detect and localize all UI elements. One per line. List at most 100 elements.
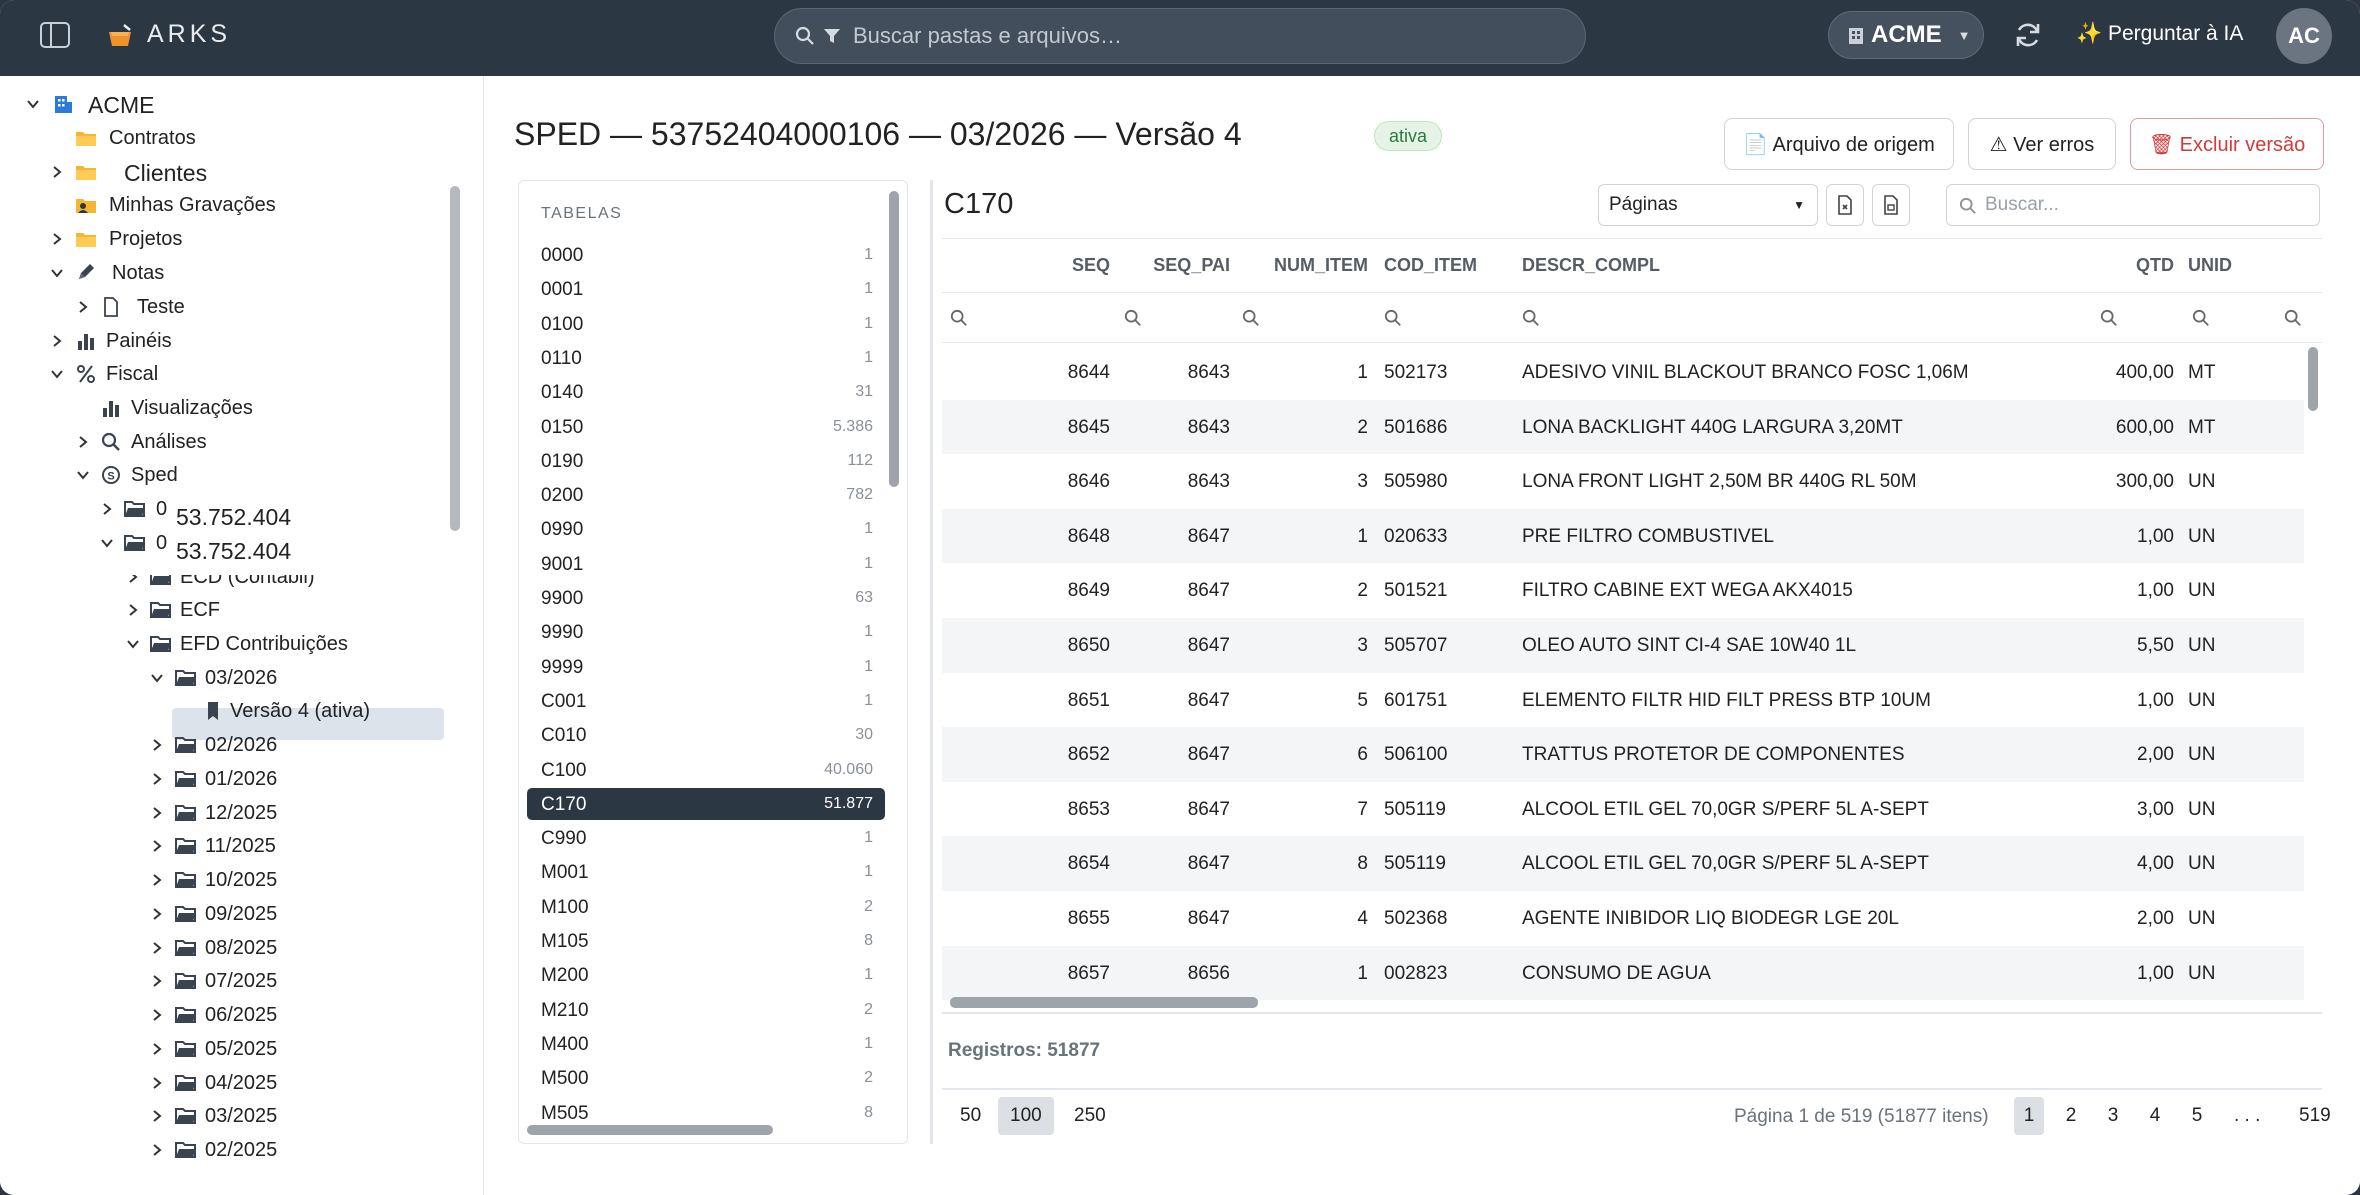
global-search-input[interactable] — [853, 19, 1553, 53]
table-list-item[interactable]: C990 1 — [527, 822, 885, 854]
table-row[interactable]: 8655 8647 4 502368 AGENTE INIBIDOR LIQ BIODE… — [942, 891, 2304, 946]
tree-item[interactable]: 07/2025 — [0, 966, 440, 996]
column-header[interactable]: UNID — [2188, 255, 2232, 275]
tree-item[interactable]: 06/2025 — [0, 1000, 440, 1030]
tree-item[interactable]: 05/2025 — [0, 1034, 440, 1064]
column-header[interactable]: NUM_ITEM — [1274, 255, 1368, 275]
tree-item[interactable]: 11/2025 — [0, 831, 440, 861]
chevron-right-icon[interactable] — [150, 1042, 164, 1056]
table-list-item[interactable]: 9900 63 — [527, 582, 885, 614]
chevron-right-icon[interactable] — [150, 1143, 164, 1157]
column-filter-icon[interactable] — [1522, 309, 1540, 327]
chevron-right-icon[interactable] — [150, 772, 164, 786]
chevron-down-icon[interactable] — [50, 266, 64, 280]
tree-item[interactable]: 04/2025 — [0, 1068, 440, 1098]
tables-horizontal-scrollbar[interactable] — [527, 1125, 773, 1135]
tree-item[interactable]: Versão 4 (ativa) — [0, 696, 440, 726]
tree-item[interactable]: 03/2026 — [0, 663, 440, 693]
column-filter-icon[interactable] — [1242, 309, 1260, 327]
tree-item[interactable]: 10/2025 — [0, 865, 440, 895]
tree-item[interactable]: Clientes — [0, 157, 440, 187]
column-filter-icon[interactable] — [2284, 309, 2302, 327]
tree-item[interactable]: Visualizações — [0, 393, 440, 423]
chevron-right-icon[interactable] — [150, 907, 164, 921]
table-row[interactable]: 8650 8647 3 505707 OLEO AUTO SINT CI-4 SAE 1… — [942, 618, 2304, 673]
tree-item[interactable]: Painéis — [0, 326, 440, 356]
chevron-right-icon[interactable] — [100, 502, 114, 516]
filter-icon[interactable] — [823, 27, 841, 45]
table-list-item[interactable]: 0110 1 — [527, 342, 885, 374]
table-list-item[interactable]: 0001 1 — [527, 273, 885, 305]
chevron-right-icon[interactable] — [150, 974, 164, 988]
grid-horizontal-scrollbar[interactable] — [950, 997, 1258, 1008]
table-list-item[interactable]: M105 8 — [527, 925, 885, 957]
page-size-option[interactable]: 50 — [960, 1105, 982, 1126]
table-list-item[interactable]: C100 40.060 — [527, 754, 885, 786]
table-row[interactable]: 8652 8647 6 506100 TRATTUS PROTETOR DE COMPO… — [942, 727, 2304, 782]
column-header[interactable]: COD_ITEM — [1384, 255, 1478, 275]
chevron-right-icon[interactable] — [50, 232, 64, 246]
table-list-item[interactable]: M200 1 — [527, 959, 885, 991]
tree-item[interactable]: 0 53.752.404 — [0, 494, 440, 530]
table-list-item[interactable]: 0100 1 — [527, 308, 885, 340]
ask-ai-button[interactable]: ✨ Perguntar à IA — [2076, 22, 2244, 45]
chevron-right-icon[interactable] — [50, 165, 64, 179]
tree-item[interactable]: 08/2025 — [0, 933, 440, 963]
grid-search[interactable] — [1946, 184, 2320, 226]
table-list-item[interactable]: M400 1 — [527, 1028, 885, 1060]
chevron-right-icon[interactable] — [150, 873, 164, 887]
grid-vertical-scrollbar[interactable] — [2308, 347, 2318, 411]
table-list-item[interactable]: 0000 1 — [527, 239, 885, 271]
chevron-right-icon[interactable] — [150, 941, 164, 955]
tree-item[interactable]: 0 53.752.404 — [0, 528, 440, 564]
table-row[interactable]: 8645 8643 2 501686 LONA BACKLIGHT 440G LARGU… — [942, 399, 2304, 455]
grid-search-input[interactable] — [1985, 193, 2305, 217]
column-filter-icon[interactable] — [1124, 309, 1142, 327]
tree-item[interactable]: EFD Contribuições — [0, 629, 440, 659]
tree-item[interactable]: ACME — [0, 89, 440, 119]
chevron-down-icon[interactable] — [50, 367, 64, 381]
column-header[interactable]: DESCR_COMPL — [1522, 255, 1661, 275]
table-row[interactable]: 8648 8647 1 020633 PRE FILTRO COMBUSTIVEL 1,0… — [942, 508, 2304, 564]
table-list-item[interactable]: M100 2 — [527, 891, 885, 923]
avatar[interactable]: AC — [2276, 8, 2332, 64]
chevron-right-icon[interactable] — [150, 1076, 164, 1090]
page-size-option[interactable]: 100 — [998, 1097, 1054, 1135]
tree-item[interactable]: 03/2025 — [0, 1101, 440, 1131]
view-errors-button[interactable]: ⚠ Ver erros — [1968, 118, 2116, 170]
page-number-button[interactable]: 2 — [2065, 1105, 2077, 1126]
tree-item[interactable]: S Sped — [0, 460, 440, 490]
chevron-right-icon[interactable] — [126, 603, 140, 617]
panel-splitter[interactable] — [930, 180, 933, 1144]
table-list-item[interactable]: 9001 1 — [527, 548, 885, 580]
sidebar-scrollbar[interactable] — [450, 186, 460, 531]
chevron-right-icon[interactable] — [150, 1008, 164, 1022]
chevron-right-icon[interactable] — [126, 570, 140, 584]
column-header[interactable]: SEQ — [1071, 255, 1110, 275]
page-number-button[interactable]: 4 — [2149, 1105, 2161, 1126]
chevron-right-icon[interactable] — [150, 738, 164, 752]
table-list-item[interactable]: 0150 5.386 — [527, 411, 885, 443]
table-list-item[interactable]: C010 30 — [527, 719, 885, 751]
tree-item[interactable]: 02/2025 — [0, 1135, 440, 1165]
table-list-item[interactable]: M001 1 — [527, 856, 885, 888]
tree-item[interactable]: Teste — [0, 292, 440, 322]
tree-item[interactable]: Minhas Gravações — [0, 190, 440, 220]
tree-item[interactable]: Notas — [0, 258, 440, 288]
export-csv-button[interactable] — [1872, 184, 1910, 226]
export-excel-button[interactable] — [1826, 184, 1864, 226]
table-row[interactable]: 8651 8647 5 601751 ELEMENTO FILTR HID FILT P… — [942, 673, 2304, 728]
page-size-option[interactable]: 250 — [1074, 1105, 1106, 1126]
table-row[interactable]: 8653 8647 7 505119 ALCOOL ETIL GEL 70,0GR S/… — [942, 782, 2304, 837]
tree-item[interactable]: Fiscal — [0, 359, 440, 389]
chevron-right-icon[interactable] — [76, 435, 90, 449]
column-header[interactable]: SEQ_PAI — [1153, 255, 1230, 275]
table-row[interactable]: 8649 8647 2 501521 FILTRO CABINE EXT WEGA AK… — [942, 563, 2304, 618]
view-mode-select[interactable]: Páginas ▼ — [1598, 184, 1818, 226]
column-filter-icon[interactable] — [1384, 309, 1402, 327]
table-list-item[interactable]: M500 2 — [527, 1062, 885, 1094]
table-row[interactable]: 8657 8656 1 002823 CONSUMO DE AGUA 1,00 UN — [942, 945, 2304, 1001]
chevron-down-icon[interactable] — [100, 536, 114, 550]
chevron-right-icon[interactable] — [150, 806, 164, 820]
column-header[interactable]: QTD — [2136, 255, 2174, 275]
